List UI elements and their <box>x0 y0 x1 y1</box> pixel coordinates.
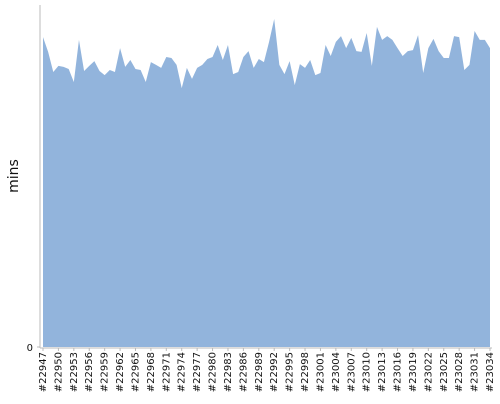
x-tick-label: #22953 <box>69 352 80 392</box>
x-tick-label: #23028 <box>454 352 465 392</box>
x-tick-label: #22995 <box>285 352 296 392</box>
x-tick-label: #23013 <box>377 352 388 392</box>
x-tick-label: #22959 <box>100 352 111 392</box>
x-tick-label: #22956 <box>84 352 95 392</box>
x-tick-label: #22980 <box>208 352 219 392</box>
x-tick-label: #22971 <box>161 352 172 392</box>
x-tick-label: #23022 <box>423 352 434 392</box>
x-tick-label: #22947 <box>38 352 49 392</box>
x-tick-label: #22977 <box>192 352 203 392</box>
x-tick-label: #22974 <box>177 352 188 392</box>
x-tick-label: #22986 <box>238 352 249 392</box>
x-tick-label: #23007 <box>346 352 357 392</box>
x-tick-label: #23004 <box>331 352 342 392</box>
x-tick-label: #23001 <box>315 352 326 392</box>
x-tick-label: #22965 <box>130 352 141 392</box>
x-tick-label: #23034 <box>485 352 496 392</box>
x-tick-label: #23031 <box>470 352 481 392</box>
x-tick-label: #23016 <box>393 352 404 392</box>
x-tick-label: #22992 <box>269 352 280 392</box>
x-tick-label: #23025 <box>439 352 450 392</box>
x-tick-label: #23019 <box>408 352 419 392</box>
x-tick-label: #22998 <box>300 352 311 392</box>
x-tick-label: #22989 <box>254 352 265 392</box>
x-tick-label: #22962 <box>115 352 126 392</box>
y-axis-label: mins <box>6 159 22 193</box>
y-tick-label: 0 <box>27 343 33 354</box>
area <box>43 19 490 347</box>
x-tick-label: #23010 <box>362 352 373 392</box>
x-tick-label: #22950 <box>53 352 64 392</box>
x-tick-label: #22983 <box>223 352 234 392</box>
x-tick-label: #22968 <box>146 352 157 392</box>
